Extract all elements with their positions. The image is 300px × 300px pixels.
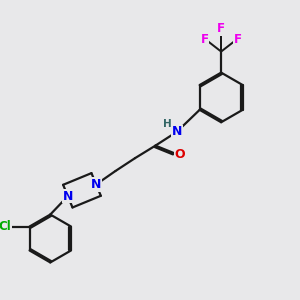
Text: N: N bbox=[63, 190, 73, 202]
Text: H: H bbox=[163, 119, 172, 129]
Text: N: N bbox=[172, 125, 182, 138]
Text: F: F bbox=[200, 33, 208, 46]
Text: F: F bbox=[217, 22, 225, 35]
Text: N: N bbox=[91, 178, 101, 191]
Text: F: F bbox=[234, 33, 242, 46]
Text: Cl: Cl bbox=[0, 220, 11, 233]
Text: O: O bbox=[175, 148, 185, 161]
